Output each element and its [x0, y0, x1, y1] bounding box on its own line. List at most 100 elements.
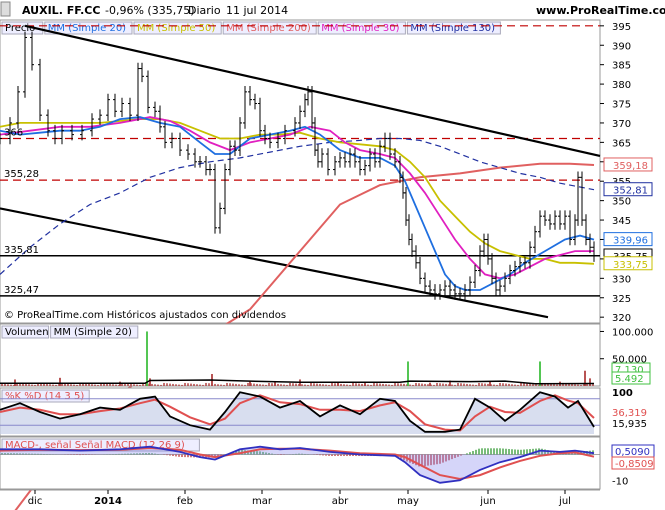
- price-panel-frame: [0, 19, 601, 324]
- level-label: 335,81: [4, 245, 39, 256]
- x-tick-label: mar: [252, 496, 273, 507]
- volume-content: [0, 331, 595, 386]
- chart-menu-icon[interactable]: [0, 1, 11, 17]
- legend-box: [317, 21, 406, 35]
- x-tick-label: may: [397, 496, 419, 507]
- price-value-tag-box: [603, 256, 653, 271]
- macd-tag-box: [611, 456, 655, 470]
- legend-label: MM (Simple 200): [226, 23, 311, 34]
- legend-box: [133, 21, 222, 35]
- stochastic-legend: %K %D (14 3 5): [1, 389, 90, 403]
- macd-y-tick-label: -10: [612, 476, 628, 487]
- stochastic-tag: 15,935: [612, 419, 647, 430]
- price-y-tick-label: 350: [612, 197, 631, 208]
- macd-y-axis: -10: [612, 476, 628, 487]
- macd-panel: MACD-, señal Señal MACD (12 26 9) -10 0,…: [0, 436, 655, 490]
- volume-panel: Volumen MM (Simple 20) 100.000 50.000 7.13…: [0, 323, 653, 387]
- volume-y-axis: 100.000 50.000: [600, 327, 653, 366]
- legend-label: MM (Simple 30): [321, 23, 399, 34]
- price-value-tag: 339,96: [613, 236, 648, 247]
- price-panel: Precio MM (Simple 20) MM (Simple 50) MM (Si…: [0, 19, 653, 510]
- x-tick-label: dic: [28, 496, 43, 507]
- stochastic-k-line: [0, 391, 595, 433]
- price-y-axis: 3953903853803753703653603553503453403353…: [600, 22, 631, 324]
- price-y-tick-label: 320: [612, 313, 631, 324]
- level-label: 325,47: [4, 285, 39, 296]
- trend-channel-line: [0, 207, 549, 319]
- stochastic-content: [0, 391, 600, 434]
- stochastic-y-axis: 100: [612, 388, 633, 399]
- price-value-tag-box: [603, 182, 653, 197]
- legend-label: MM (Simple 20): [54, 327, 132, 338]
- volume-ma-line: [0, 379, 595, 385]
- stochastic-k-area: [0, 392, 594, 434]
- date-label: 11 jul 2014: [226, 4, 288, 17]
- x-tick-label: abr: [332, 496, 349, 507]
- level-label: 355,28: [4, 169, 39, 180]
- macd-right-tags: 0,5090-0,8509: [611, 444, 655, 470]
- x-axis: dic 2014 feb mar abr may jun jul: [0, 489, 600, 507]
- price-value-tag: 333,75: [613, 260, 648, 271]
- legend-label: Precio: [5, 23, 35, 34]
- legend-label: MM (Simple 20): [48, 23, 126, 34]
- price-legend: Precio MM (Simple 20) MM (Simple 50) MM (Si…: [1, 21, 501, 35]
- macd-tag: 0,5090: [615, 447, 650, 458]
- stochastic-y-tick-label: 100: [612, 388, 633, 399]
- legend-box: [44, 21, 133, 35]
- macd-content: [0, 445, 600, 484]
- volume-tag: 5.492: [615, 374, 644, 385]
- legend-label: MACD-, señal Señal MACD (12 26 9): [5, 440, 185, 451]
- price-y-tick-label: 325: [612, 294, 631, 305]
- volume-y-tick-label: 100.000: [612, 327, 653, 338]
- price-y-tick-label: 375: [612, 100, 631, 111]
- macd-tag: -0,8509: [615, 459, 654, 470]
- volume-y-tick-label: 50.000: [612, 355, 647, 366]
- volume-tag: 7.130: [615, 365, 644, 376]
- price-grid: [0, 25, 600, 297]
- legend-box: [50, 325, 139, 339]
- price-y-tick-label: 345: [612, 216, 631, 227]
- macd-area: [0, 446, 594, 483]
- volume-legend: Volumen MM (Simple 20): [1, 325, 139, 339]
- legend-label: %K %D (14 3 5): [5, 391, 84, 402]
- price-y-tick-label: 380: [612, 80, 631, 91]
- x-tick-label: 2014: [94, 496, 122, 507]
- price-value-tag-box: [603, 232, 653, 247]
- price-left-labels: 366 355,28 335,81 325,47: [4, 127, 39, 295]
- legend-label: Volumen: [5, 327, 49, 338]
- price-value-tag-box: [603, 157, 653, 172]
- price-value-tag: 359,18: [613, 161, 648, 172]
- x-tick-label: jul: [558, 496, 571, 507]
- symbol-label: AUXIL. FF.CC: [22, 4, 100, 17]
- x-tick-label: jun: [479, 496, 495, 507]
- level-label: 366: [4, 127, 23, 138]
- chart-header: AUXIL. FF.CC -0,96% (335,75) Diario 11 j…: [0, 1, 665, 17]
- ma50-line: [0, 118, 595, 265]
- price-y-tick-label: 330: [612, 274, 631, 285]
- price-value-tag: 352,81: [613, 186, 648, 197]
- price-y-tick-label: 365: [612, 138, 631, 149]
- legend-label: MM (Simple 130): [410, 23, 495, 34]
- footer-note: © ProRealTime.com Históricos ajustados c…: [4, 309, 286, 321]
- change-label: -0,96% (335,75): [105, 4, 194, 17]
- site-label: www.ProRealTime.com: [536, 4, 665, 17]
- x-tick-label: feb: [177, 496, 193, 507]
- price-y-tick-label: 385: [612, 61, 631, 72]
- price-y-tick-label: 390: [612, 41, 631, 52]
- legend-box: [1, 325, 50, 339]
- period-label: Diario: [188, 4, 221, 17]
- legend-label: MM (Simple 50): [137, 23, 215, 34]
- stochastic-tag: 36,319: [612, 408, 647, 419]
- volume-tag-box: [611, 371, 651, 385]
- legend-box: [1, 21, 44, 35]
- ma20-line: [0, 116, 595, 291]
- legend-box: [406, 21, 501, 35]
- price-y-tick-label: 395: [612, 22, 631, 33]
- ma30-line: [0, 116, 594, 280]
- macd-line: [0, 445, 595, 484]
